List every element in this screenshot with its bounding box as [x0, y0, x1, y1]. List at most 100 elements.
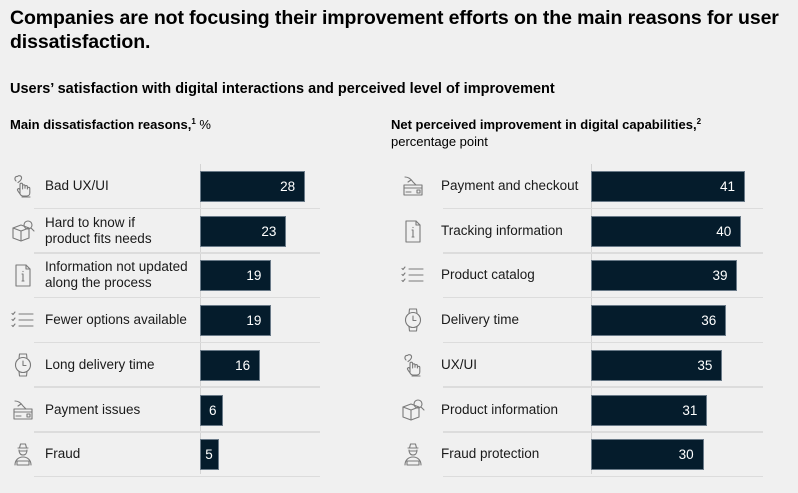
right-panel-title: Net perceived improvement in digital cap…: [391, 116, 701, 150]
row-separator: [34, 341, 320, 344]
row-separator: [443, 252, 763, 254]
bar: 39: [591, 260, 738, 292]
chart-subtitle: Users’ satisfaction with digital interac…: [10, 81, 555, 97]
category-label: Product catalog: [441, 253, 535, 297]
bar: 19: [200, 260, 272, 292]
category-label: Payment issues: [45, 388, 140, 432]
fraudster-icon: [399, 440, 427, 468]
category-label-line: product fits needs: [45, 230, 152, 246]
row-separator: [443, 431, 763, 433]
box-search-icon: [399, 396, 427, 424]
right-panel-title-text: Net perceived improvement in digital cap…: [391, 117, 697, 132]
bar-row: Fewer options available 19: [0, 298, 330, 344]
info-document-icon: [9, 261, 37, 289]
payment-card-icon: [9, 396, 37, 424]
left-panel-title-text: Main dissatisfaction reasons,: [10, 117, 192, 132]
bar: 35: [591, 349, 723, 381]
category-label: Hard to know if product fits needs: [45, 209, 152, 253]
bar: 31: [591, 394, 708, 426]
bar-value-label: 6: [209, 402, 217, 418]
row-separator: [443, 386, 763, 388]
payment-card-icon: [399, 172, 427, 200]
bar-value-label: 31: [682, 402, 698, 418]
bar-row: Delivery time 36: [390, 298, 798, 344]
checklist-icon: [9, 306, 37, 334]
category-label-line: along the process: [45, 275, 152, 291]
checklist-icon: [399, 261, 427, 289]
bar: 6: [200, 394, 223, 426]
bar-row: Information not updated along the process…: [0, 253, 330, 299]
category-label-line: Payment and checkout: [441, 178, 579, 193]
left-panel-footnote: 1: [191, 117, 196, 126]
hand-pointer-heart-icon: [399, 351, 427, 379]
row-separator: [443, 296, 763, 299]
bar-row: Payment issues 6: [0, 388, 330, 433]
bar-value-label: 16: [235, 357, 251, 373]
box-search-icon: [9, 217, 37, 245]
category-label: Delivery time: [441, 298, 519, 342]
category-label: Long delivery time: [45, 343, 155, 387]
category-label-line: Bad UX/UI: [45, 178, 109, 193]
bar-value-label: 5: [205, 447, 213, 463]
bar-row: Product catalog 39: [390, 253, 798, 299]
bar-value-label: 23: [261, 223, 277, 239]
bar-row: Bad UX/UI 28: [0, 164, 330, 209]
category-label-line: Delivery time: [441, 312, 520, 328]
category-label: Product information: [441, 388, 558, 432]
bar-value-label: 40: [716, 223, 732, 239]
row-separator: [443, 341, 763, 344]
bar: 19: [200, 305, 272, 337]
bar-row: Hard to know if product fits needs 23: [0, 209, 330, 254]
fraudster-icon: [9, 440, 37, 468]
category-label: Fewer options available: [45, 298, 187, 342]
bar-value-label: 28: [280, 179, 296, 194]
bar: 40: [591, 215, 742, 247]
category-label: UX/UI: [441, 343, 477, 387]
bar-value-label: 41: [719, 179, 735, 194]
row-separator: [34, 386, 320, 388]
bar: 16: [200, 349, 261, 381]
info-document-icon: [399, 217, 427, 245]
category-label-line: Product information: [441, 401, 559, 417]
bar-value-label: 19: [246, 313, 262, 329]
bar-value-label: 39: [712, 268, 728, 284]
category-label: Fraud protection: [441, 432, 539, 476]
bar-value-label: 30: [678, 447, 694, 463]
category-label-line: Tracking information: [441, 222, 563, 238]
category-label: Tracking information: [441, 209, 563, 253]
bar-value-label: 35: [697, 357, 713, 373]
bar-row: Fraud 5: [0, 432, 330, 478]
bar-row: Long delivery time 16: [0, 343, 330, 388]
bar-row: Payment and checkout 41: [390, 164, 798, 209]
left-panel-unit: %: [199, 117, 211, 132]
hand-pointer-heart-icon: [9, 172, 37, 200]
right-panel-footnote: 2: [696, 117, 702, 126]
row-separator: [443, 475, 763, 478]
row-separator: [34, 207, 320, 209]
chart-title: Companies are not focusing their improve…: [10, 7, 779, 53]
category-label-line: Fewer options available: [45, 312, 187, 328]
category-label-line: Long delivery time: [45, 356, 155, 372]
left-panel-title: Main dissatisfaction reasons,1 %: [10, 116, 211, 133]
bar: 36: [591, 305, 727, 337]
row-separator: [34, 431, 320, 433]
bar-value-label: 36: [701, 313, 717, 329]
bar-row: UX/UI 35: [390, 343, 798, 388]
bar-row: Product information 31: [390, 388, 798, 433]
bar-row: Tracking information 40: [390, 209, 798, 254]
category-label-line: Information not updated: [45, 259, 188, 275]
category-label-line: Fraud protection: [441, 446, 540, 462]
category-label: Fraud: [45, 432, 80, 476]
bar: 5: [200, 439, 219, 471]
row-separator: [34, 296, 320, 299]
category-label: Payment and checkout: [441, 164, 578, 208]
bar: 41: [591, 171, 745, 202]
category-label: Bad UX/UI: [45, 164, 109, 208]
bar-row: Fraud protection 30: [390, 432, 798, 478]
row-separator: [34, 252, 320, 254]
row-separator: [443, 207, 763, 209]
category-label-line: UX/UI: [441, 356, 478, 372]
category-label-line: Fraud: [45, 446, 81, 462]
category-label-line: Product catalog: [441, 267, 535, 283]
bar-value-label: 19: [246, 268, 262, 284]
